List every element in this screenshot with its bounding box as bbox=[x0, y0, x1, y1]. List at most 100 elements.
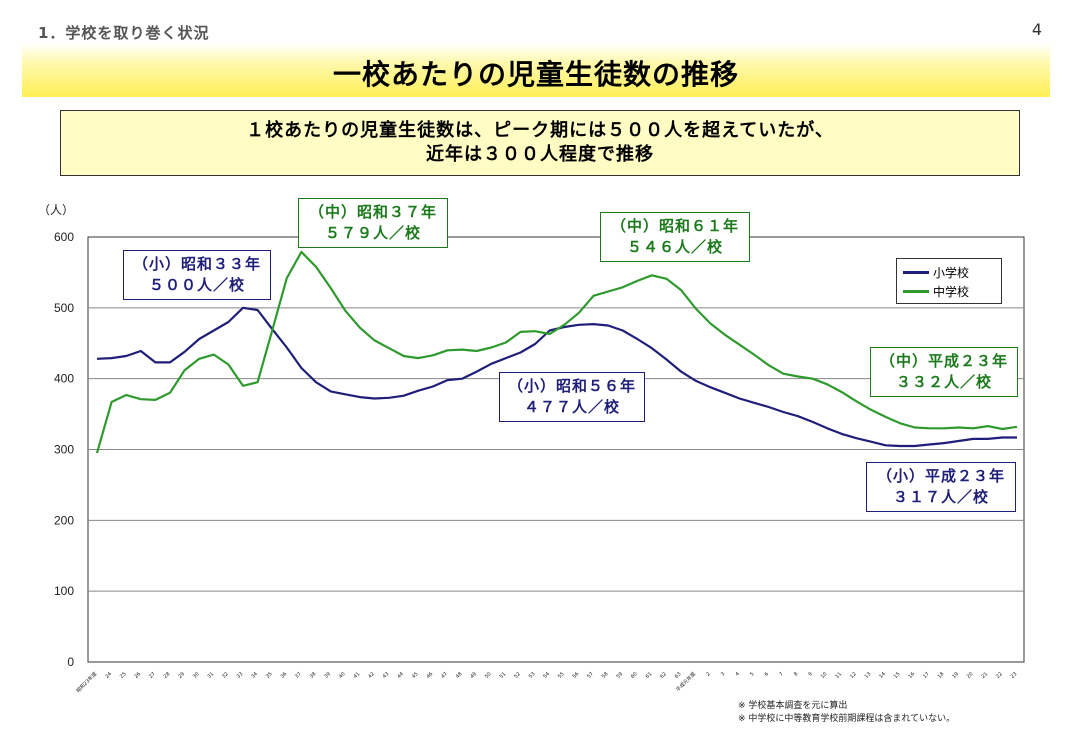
y-axis-label: （人） bbox=[38, 203, 74, 217]
x-tick-label: 18 bbox=[937, 671, 946, 680]
x-tick-label: 40 bbox=[338, 671, 347, 680]
x-tick-label: 45 bbox=[411, 671, 420, 680]
page-title: 一校あたりの児童生徒数の推移 bbox=[332, 58, 739, 91]
x-tick-label: 3 bbox=[720, 671, 726, 677]
callout-junior-high-s37: （中）昭和３７年 ５７９人／校 bbox=[298, 198, 448, 248]
x-tick-label: 63 bbox=[674, 671, 683, 680]
callout-elementary-h23: （小）平成２３年 ３１７人／校 bbox=[866, 462, 1016, 512]
y-tick-label: 300 bbox=[54, 443, 74, 457]
y-tick-label: 100 bbox=[54, 584, 74, 598]
callout-line: （中）平成２３年 bbox=[879, 352, 1008, 370]
x-tick-label: 55 bbox=[557, 671, 566, 680]
callout-line: （小）昭和５６年 bbox=[507, 377, 636, 395]
callout-line: ４７７人／校 bbox=[523, 398, 620, 416]
y-tick-label: 200 bbox=[54, 513, 74, 527]
legend-item-elementary: 小学校 bbox=[903, 265, 970, 280]
x-tick-label: 34 bbox=[250, 671, 259, 680]
x-tick-label: 8 bbox=[793, 671, 799, 677]
x-tick-label: 51 bbox=[499, 671, 508, 680]
x-tick-label: 48 bbox=[455, 671, 464, 680]
x-tick-label: 52 bbox=[513, 671, 522, 680]
callout-line: ５４６人／校 bbox=[626, 238, 723, 256]
callout-line: （小）平成２３年 bbox=[876, 467, 1005, 485]
x-tick-label: 59 bbox=[615, 671, 624, 680]
x-tick-label: 38 bbox=[309, 671, 318, 680]
callout-line: ５００人／校 bbox=[148, 276, 245, 294]
x-tick-label: 21 bbox=[980, 671, 989, 680]
x-tick-label: 47 bbox=[440, 671, 449, 680]
callout-line: ３３２人／校 bbox=[895, 373, 992, 391]
x-tick-label: 62 bbox=[659, 671, 668, 680]
callout-line: （中）昭和６１年 bbox=[610, 217, 739, 235]
footnote: ※ 学校基本調査を元に算出 bbox=[738, 701, 848, 711]
section-heading: 1．学校を取り巻く状況 bbox=[38, 24, 210, 42]
x-tick-label: 54 bbox=[542, 671, 551, 680]
title-banner: 一校あたりの児童生徒数の推移 bbox=[22, 43, 1050, 97]
summary-box: １校あたりの児童生徒数は、ピーク期には５００人を超えていたが、 近年は３００人程… bbox=[60, 110, 1020, 176]
x-tick-label: 41 bbox=[353, 671, 362, 680]
x-tick-label: 53 bbox=[528, 671, 537, 680]
legend-swatch-junior-high bbox=[903, 289, 929, 293]
page-number: 4 bbox=[1031, 20, 1042, 39]
x-tick-label: 14 bbox=[878, 671, 887, 680]
y-tick-label: 600 bbox=[54, 230, 74, 244]
x-tick-label: 56 bbox=[572, 671, 581, 680]
x-tick-label: 35 bbox=[265, 671, 274, 680]
callout-line: ３１７人／校 bbox=[892, 488, 989, 506]
x-tick-label: 2 bbox=[705, 671, 711, 677]
footnotes: ※ 学校基本調査を元に算出 ※ 中学校に中等教育学校前期課程は含まれていない。 bbox=[738, 700, 955, 726]
x-tick-label: 60 bbox=[630, 671, 639, 680]
x-tick-label: 26 bbox=[133, 671, 142, 680]
callout-line: （中）昭和３７年 bbox=[308, 203, 437, 221]
x-tick-label: 12 bbox=[849, 671, 858, 680]
y-tick-label: 0 bbox=[67, 655, 74, 669]
y-tick-label: 400 bbox=[54, 372, 74, 386]
x-tick-label: 13 bbox=[864, 671, 873, 680]
callout-elementary-s56: （小）昭和５６年 ４７７人／校 bbox=[499, 372, 645, 422]
legend-swatch-elementary bbox=[903, 270, 929, 274]
summary-line-1: １校あたりの児童生徒数は、ピーク期には５００人を超えていたが、 bbox=[246, 120, 834, 141]
x-tick-label: 58 bbox=[601, 671, 610, 680]
legend-label: 中学校 bbox=[933, 284, 970, 299]
legend-item-junior-high: 中学校 bbox=[903, 284, 970, 299]
x-tick-label: 4 bbox=[734, 671, 740, 677]
y-tick-label: 500 bbox=[54, 301, 74, 315]
callout-junior-high-s61: （中）昭和６１年 ５４６人／校 bbox=[600, 212, 750, 262]
x-tick-label: 50 bbox=[484, 671, 493, 680]
x-tick-label: 28 bbox=[163, 671, 172, 680]
x-tick-label: 10 bbox=[820, 671, 829, 680]
x-tick-label: 46 bbox=[426, 671, 435, 680]
x-tick-label: 25 bbox=[119, 671, 128, 680]
x-tick-label: 42 bbox=[367, 671, 376, 680]
summary-line-2: 近年は３００人程度で推移 bbox=[426, 144, 654, 165]
x-tick-label: 37 bbox=[294, 671, 303, 680]
callout-line: ５７９人／校 bbox=[324, 224, 421, 242]
legend-label: 小学校 bbox=[933, 265, 970, 280]
x-tick-label: 39 bbox=[323, 671, 332, 680]
x-tick-label: 61 bbox=[645, 671, 654, 680]
chart-legend: 小学校 中学校 bbox=[896, 258, 1002, 304]
x-tick-label: 57 bbox=[586, 671, 595, 680]
x-tick-label: 43 bbox=[382, 671, 391, 680]
x-tick-label: 20 bbox=[966, 671, 975, 680]
x-tick-label: 32 bbox=[221, 671, 230, 680]
x-tick-label: 6 bbox=[764, 671, 770, 677]
footnote: ※ 中学校に中等教育学校前期課程は含まれていない。 bbox=[738, 714, 956, 724]
x-tick-label: 11 bbox=[834, 671, 843, 680]
x-tick-label: 昭和23年度 bbox=[75, 670, 99, 694]
x-tick-label: 23 bbox=[1010, 671, 1019, 680]
callout-line: （小）昭和３３年 bbox=[132, 255, 261, 273]
x-tick-label: 16 bbox=[907, 671, 916, 680]
x-tick-label: 17 bbox=[922, 671, 931, 680]
x-tick-label: 24 bbox=[104, 671, 113, 680]
x-tick-label: 19 bbox=[951, 671, 960, 680]
x-tick-label: 27 bbox=[148, 671, 157, 680]
series-line-junior-high bbox=[95, 250, 1018, 454]
x-tick-label: 9 bbox=[807, 671, 813, 677]
x-tick-label: 22 bbox=[995, 671, 1004, 680]
x-tick-label: 7 bbox=[778, 671, 784, 677]
callout-junior-high-h23: （中）平成２３年 ３３２人／校 bbox=[870, 347, 1018, 397]
x-tick-label: 29 bbox=[177, 671, 186, 680]
x-tick-label: 36 bbox=[280, 671, 289, 680]
